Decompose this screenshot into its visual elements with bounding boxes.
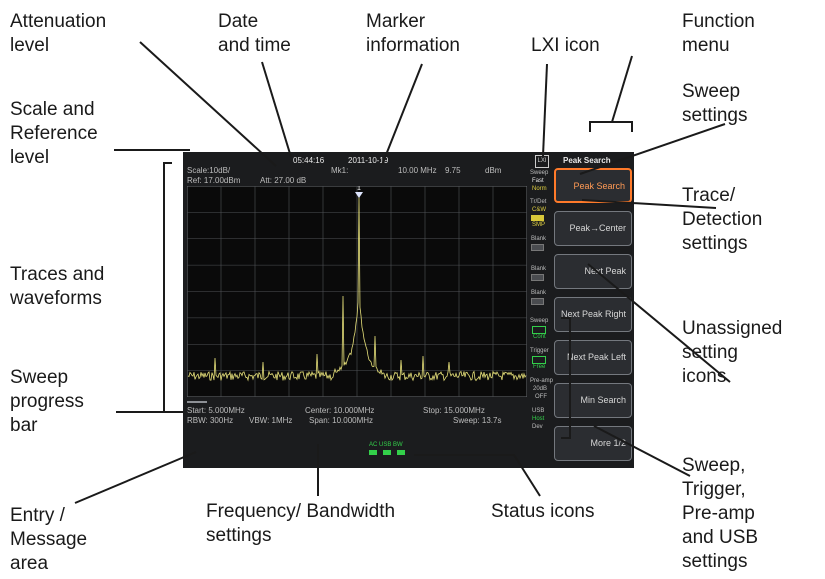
sweep-mode-value: Cont xyxy=(533,334,546,340)
sweep-fast: Fast xyxy=(532,178,544,184)
softkey-peak-search[interactable]: Peak Search xyxy=(554,168,632,203)
trigger-icon xyxy=(532,356,546,364)
callout-attenuation-level: Attenuation level xyxy=(10,11,107,56)
sweep-label: Sweep xyxy=(530,170,549,176)
callout-frequency-bandwidth-settings: Frequency/ Bandwidth settings xyxy=(206,501,396,546)
scale-display: Scale:10dB/ xyxy=(187,166,231,175)
trace-plot: 1 xyxy=(187,186,527,397)
sweep-progress-bar xyxy=(187,401,207,403)
span-setting: Span: 10.000MHz xyxy=(309,416,374,425)
lxi-icon: LXI xyxy=(535,155,549,168)
callout-trace-detection-settings: Trace/Detection settings xyxy=(682,185,763,254)
reference-display: Ref: 17.00dBm xyxy=(187,176,241,185)
status-icons xyxy=(369,450,411,456)
trdet-smp: SMP xyxy=(532,222,546,228)
callout-status-icons: Status icons xyxy=(491,501,595,522)
trdet-clw: C&W xyxy=(532,207,546,213)
sweep-mode-label: Sweep xyxy=(530,318,549,324)
marker-number: 1 xyxy=(357,186,361,192)
waveform-trace xyxy=(187,195,527,382)
vbw-setting: VBW: 1MHz xyxy=(249,416,293,425)
blank-label-3: Blank xyxy=(531,290,547,296)
usb-label: USB xyxy=(532,408,545,414)
unassigned-icon-1 xyxy=(531,244,544,251)
softkey-next-peak-left[interactable]: Next Peak Left xyxy=(554,340,632,375)
callout-sweep-progress-bar: Sweep progress bar xyxy=(10,367,84,436)
marker-name: Mk1: xyxy=(331,166,349,175)
callout-traces-and-waveforms: Traces and waveforms xyxy=(10,264,105,309)
usb-icon xyxy=(383,450,391,455)
usb-host: Host xyxy=(532,416,545,422)
center-frequency: Center: 10.000MHz xyxy=(305,406,375,415)
blank-label-2: Blank xyxy=(531,266,547,272)
trigger-value: Free xyxy=(533,364,546,370)
callout-sweep-trigger-preamp-usb-settings: Sweep, Trigger, Pre-amp and USB settings xyxy=(682,455,759,572)
marker-frequency: 10.00 MHz xyxy=(398,166,437,175)
marker-pointer-icon xyxy=(355,192,363,198)
callout-unassigned-setting-icons: Unassigned setting icons xyxy=(682,318,783,387)
unassigned-icon-2 xyxy=(531,274,544,281)
stop-frequency: Stop: 15.000MHz xyxy=(423,406,485,415)
softkey-next-peak[interactable]: Next Peak xyxy=(554,254,632,289)
rbw-setting: RBW: 300Hz xyxy=(187,416,234,425)
preamp-value-2: OFF xyxy=(535,394,547,400)
sweep-norm: Norm xyxy=(532,186,547,192)
trdet-label: Tr/Det xyxy=(530,199,547,205)
function-menu-title: Peak Search xyxy=(563,156,611,165)
ac-power-icon xyxy=(369,450,377,455)
preamp-label: Pre-amp xyxy=(530,378,554,384)
bandwidth-icon xyxy=(397,450,405,455)
time-display: 05:44:16 xyxy=(293,156,325,165)
softkey-min-search[interactable]: Min Search xyxy=(554,383,632,418)
usb-dev: Dev xyxy=(532,424,543,430)
callout-lxi-icon: LXI icon xyxy=(531,35,600,56)
callout-marker-information: Marker information xyxy=(366,11,460,56)
callout-sweep-settings: Sweep settings xyxy=(682,81,748,126)
start-frequency: Start: 5.000MHz xyxy=(187,406,245,415)
softkey-peak-to-center[interactable]: Peak→Center xyxy=(554,211,632,246)
marker-unit: dBm xyxy=(485,166,502,175)
analyzer-screen: 05:44:16 2011-10-19 Scale:10dB/ Ref: 17.… xyxy=(183,152,634,468)
callout-entry-message-area: Entry / Message area xyxy=(10,505,88,574)
preamp-value-1: 20dB xyxy=(533,386,548,392)
blank-label-1: Blank xyxy=(531,236,547,242)
trigger-label: Trigger xyxy=(530,348,549,354)
attenuation-display: Att: 27.00 dB xyxy=(260,176,307,185)
callout-date-and-time: Date and time xyxy=(218,11,291,56)
softkey-next-peak-right[interactable]: Next Peak Right xyxy=(554,297,632,332)
callout-scale-and-reference-level: Scale and Reference level xyxy=(10,99,98,168)
trace-indicator xyxy=(531,215,544,221)
callout-function-menu: Function menu xyxy=(682,11,755,56)
sweep-time: Sweep: 13.7s xyxy=(453,416,502,425)
sweep-mode-icon xyxy=(532,326,546,334)
status-icons-labels: AC USB BW xyxy=(369,442,403,448)
softkey-more[interactable]: More 1/2 xyxy=(554,426,632,461)
marker-level: 9.75 xyxy=(445,166,461,175)
date-display: 2011-10-19 xyxy=(348,156,389,165)
unassigned-icon-3 xyxy=(531,298,544,305)
